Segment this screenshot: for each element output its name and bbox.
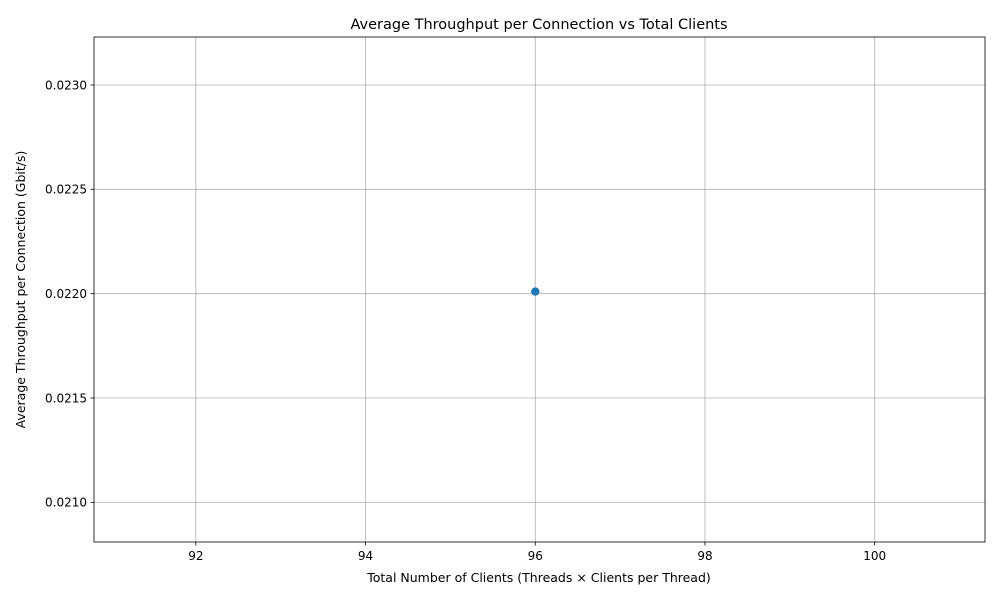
y-tick-label: 0.0220: [45, 287, 87, 301]
x-tick-label: 98: [697, 549, 712, 563]
y-tick-label: 0.0225: [45, 183, 87, 197]
x-axis-label: Total Number of Clients (Threads × Clien…: [366, 570, 711, 585]
data-point: [531, 287, 540, 296]
plot-frame: [93, 36, 986, 543]
x-tick-label: 94: [358, 549, 373, 563]
x-tick-label: 92: [188, 549, 203, 563]
x-tick-label: 96: [528, 549, 543, 563]
grid: [94, 37, 985, 542]
x-tick-label: 100: [863, 549, 886, 563]
y-tick-label: 0.0230: [45, 78, 87, 92]
chart-title: Average Throughput per Connection vs Tot…: [350, 17, 727, 33]
y-tick-label: 0.0210: [45, 496, 87, 510]
y-axis-label: Average Throughput per Connection (Gbit/…: [13, 151, 28, 429]
y-tick-label: 0.0215: [45, 391, 87, 405]
ticks: 92 94 96 98 100 0.0210 0.0215 0.0220 0.0225 0.023…: [45, 78, 886, 563]
data-points: [531, 287, 540, 296]
